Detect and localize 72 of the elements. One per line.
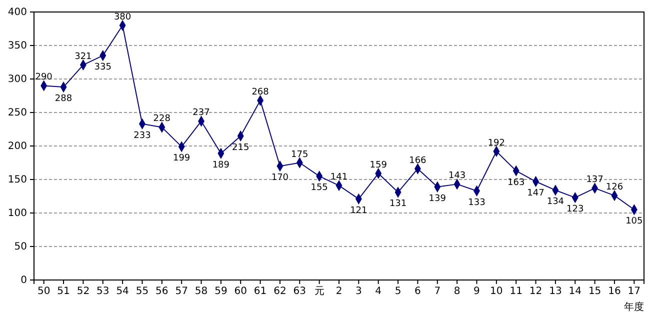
- x-tick-label: 62: [274, 286, 286, 298]
- y-tick-label: 150: [8, 174, 27, 186]
- data-label: 192: [488, 138, 506, 148]
- data-label: 163: [508, 178, 525, 188]
- y-tick-label: 300: [8, 74, 27, 86]
- data-label: 215: [232, 142, 250, 153]
- x-tick-label: 15: [588, 286, 602, 298]
- x-tick-label: 51: [57, 286, 70, 298]
- x-tick-label: 元: [314, 286, 324, 298]
- x-tick-label: 17: [628, 286, 641, 298]
- data-label: 237: [192, 108, 210, 118]
- data-label: 290: [35, 72, 53, 83]
- x-tick-label: 9: [474, 286, 480, 298]
- x-tick-label: 14: [568, 286, 582, 298]
- data-label: 288: [54, 94, 72, 104]
- x-tick-label: 50: [37, 286, 50, 298]
- y-tick-label: 350: [8, 40, 27, 52]
- y-tick-label: 100: [8, 208, 27, 220]
- x-tick-label: 56: [156, 286, 168, 298]
- data-label: 147: [527, 188, 544, 199]
- x-tick-label: 52: [76, 286, 90, 298]
- x-tick-label: 8: [454, 286, 460, 298]
- x-tick-label: 55: [136, 286, 149, 298]
- data-label: 321: [74, 52, 92, 62]
- data-label: 335: [94, 62, 112, 73]
- x-tick-label: 58: [194, 286, 208, 298]
- x-tick-label: 11: [510, 286, 522, 298]
- data-label: 155: [310, 183, 328, 194]
- x-tick-label: 57: [175, 286, 188, 298]
- x-tick-label: 59: [214, 286, 228, 298]
- x-tick-label: 60: [234, 286, 247, 298]
- data-label: 166: [409, 156, 427, 166]
- data-label: 233: [134, 130, 151, 141]
- data-label: 121: [350, 206, 368, 216]
- data-label: 123: [566, 204, 584, 215]
- x-axis-title: 年度: [624, 301, 644, 313]
- x-tick-label: 61: [254, 286, 267, 298]
- y-tick-label: 50: [14, 242, 27, 253]
- data-label: 134: [546, 197, 564, 208]
- data-label: 228: [153, 114, 171, 124]
- data-label: 189: [212, 160, 230, 170]
- data-label: 159: [370, 160, 388, 170]
- x-tick-label: 6: [414, 286, 421, 298]
- x-tick-label: 12: [529, 286, 542, 298]
- y-tick-label: 400: [8, 7, 27, 18]
- data-label: 141: [330, 172, 348, 183]
- x-tick-label: 3: [355, 286, 362, 298]
- data-label: 126: [606, 182, 624, 193]
- data-label: 175: [291, 150, 308, 160]
- data-label: 143: [448, 171, 466, 182]
- x-tick-label: 13: [549, 286, 562, 298]
- data-label: 139: [428, 194, 446, 204]
- x-tick-label: 2: [336, 286, 342, 298]
- x-tick-label: 5: [394, 286, 402, 298]
- data-label: 133: [468, 198, 486, 208]
- x-tick-label: 63: [293, 286, 306, 298]
- y-tick-label: 250: [8, 108, 27, 119]
- y-tick-label: 200: [8, 141, 27, 152]
- data-label: 268: [252, 87, 270, 98]
- x-tick-label: 54: [116, 286, 129, 298]
- data-label: 199: [172, 154, 190, 164]
- x-tick-label: 53: [96, 286, 110, 298]
- x-tick-label: 16: [608, 286, 621, 298]
- x-tick-label: 7: [434, 286, 441, 298]
- data-label: 105: [626, 216, 643, 227]
- y-tick-label: 0: [20, 275, 27, 286]
- data-label: 137: [586, 175, 604, 186]
- data-label: 131: [389, 199, 407, 210]
- x-tick-label: 4: [375, 286, 382, 298]
- data-label: 380: [114, 12, 132, 22]
- data-label: 170: [271, 173, 289, 184]
- x-tick-label: 10: [490, 286, 503, 298]
